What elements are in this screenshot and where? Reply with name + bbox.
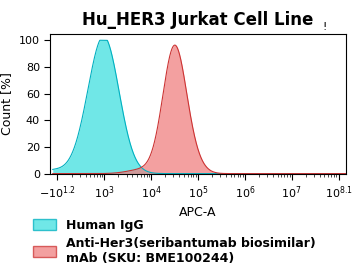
Title: Hu_HER3 Jurkat Cell Line: Hu_HER3 Jurkat Cell Line — [82, 11, 314, 29]
Legend: Human IgG, Anti-Her3(seribantumab biosimilar)
mAb (SKU: BME100244): Human IgG, Anti-Her3(seribantumab biosim… — [33, 219, 315, 265]
X-axis label: APC-A: APC-A — [179, 206, 217, 219]
Text: !: ! — [323, 22, 327, 32]
Y-axis label: Count [%]: Count [%] — [0, 72, 13, 135]
